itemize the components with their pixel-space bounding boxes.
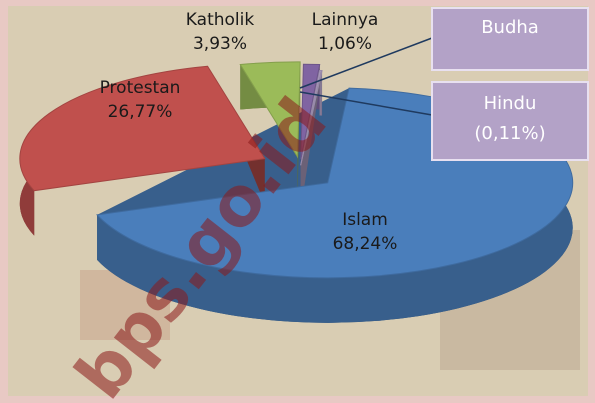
value-label: 3,93% [193,34,247,54]
category-label: Islam [342,210,388,230]
value-label: 1,06% [318,34,372,54]
category-label: Katholik [186,10,255,30]
value-label: 68,24% [333,234,398,254]
chart: Islam 68,24% Protestan 26,77% Katholik 3,93% L… [0,0,595,403]
value-label: (0,11%) [474,123,545,144]
value-label: 26,77% [108,102,173,122]
category-label: Budha [481,17,539,38]
slice-edge [321,71,322,116]
category-label: Lainnya [312,10,379,30]
category-label: Protestan [100,78,181,98]
category-label: Hindu [484,93,537,114]
